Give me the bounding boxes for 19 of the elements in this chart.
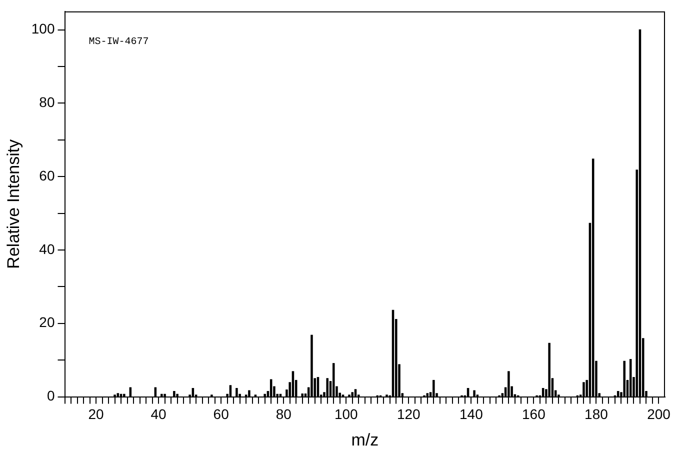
x-tick-label: 20 bbox=[88, 406, 104, 422]
x-tick-label: 60 bbox=[213, 406, 230, 422]
x-tick-label: 120 bbox=[396, 406, 421, 422]
y-axis-title: Relative Intensity bbox=[4, 138, 23, 269]
x-tick-label: 100 bbox=[334, 406, 358, 422]
x-tick-label: 80 bbox=[276, 406, 292, 422]
x-tick-label: 180 bbox=[584, 406, 608, 422]
x-tick-label: 160 bbox=[522, 406, 546, 422]
y-tick-label: 20 bbox=[39, 314, 55, 330]
y-tick-label: 100 bbox=[31, 20, 55, 37]
x-tick-label: 140 bbox=[459, 406, 484, 422]
y-tick-label: 0 bbox=[46, 388, 55, 404]
annotation: MS-IW-4677 bbox=[88, 37, 149, 48]
x-tick-label: 200 bbox=[647, 406, 671, 422]
x-tick-label: 40 bbox=[150, 406, 167, 422]
y-tick-label: 80 bbox=[39, 94, 55, 110]
x-axis-title: m/z bbox=[351, 430, 379, 450]
y-tick-label: 60 bbox=[39, 167, 55, 184]
y-tick-label: 40 bbox=[39, 240, 55, 257]
